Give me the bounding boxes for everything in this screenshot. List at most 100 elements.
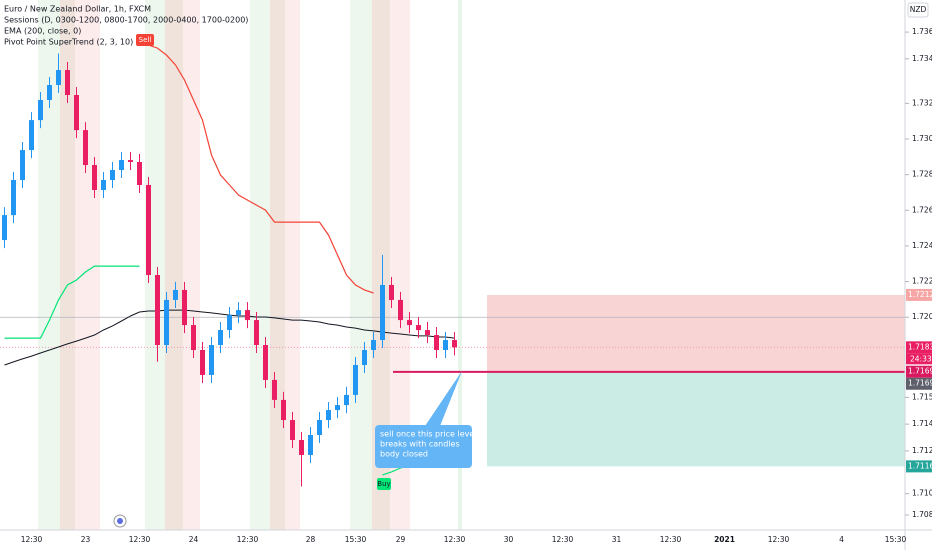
callout-pointer bbox=[425, 371, 462, 426]
x-tick-label: 12:30 bbox=[129, 535, 151, 544]
candle-body bbox=[263, 345, 268, 380]
candle-body bbox=[443, 340, 448, 351]
candle-body bbox=[371, 340, 376, 351]
currency[interactable]: NZD bbox=[910, 5, 927, 14]
target-badge-box bbox=[906, 460, 932, 473]
indicator-label: EMA (200, close, 0) bbox=[4, 27, 81, 36]
drawn-line-badge: 1.71693 bbox=[908, 379, 932, 388]
x-tick-label: 12:30 bbox=[768, 535, 790, 544]
session-band bbox=[458, 0, 462, 530]
candle-body bbox=[200, 350, 205, 375]
x-tick-label: 24 bbox=[189, 535, 199, 544]
session-band bbox=[38, 0, 60, 530]
candle-body bbox=[38, 99, 43, 121]
candle-body bbox=[434, 335, 439, 351]
candle-body bbox=[128, 160, 133, 162]
target-zone bbox=[487, 371, 905, 467]
callout-text: body closed bbox=[380, 450, 428, 459]
candle-body bbox=[416, 325, 421, 331]
stop-badge-box bbox=[906, 288, 932, 301]
y-tick-label: 1.70890 bbox=[912, 510, 932, 519]
session-band bbox=[285, 0, 300, 530]
session-band bbox=[270, 0, 285, 530]
candle-body bbox=[335, 405, 340, 411]
candle-body bbox=[74, 94, 79, 131]
candle-body bbox=[452, 340, 457, 348]
callout-text: breaks with candles bbox=[380, 440, 460, 449]
candle-body bbox=[425, 330, 430, 336]
countdown-box bbox=[906, 353, 932, 365]
candle-body bbox=[236, 310, 241, 316]
candle-body bbox=[47, 85, 52, 100]
y-tick-label: 1.72400 bbox=[912, 241, 932, 250]
candle-body bbox=[101, 179, 106, 190]
candle-body bbox=[29, 120, 34, 151]
candle-body bbox=[389, 284, 394, 300]
indicator-line bbox=[139, 44, 374, 294]
session-band bbox=[372, 0, 390, 530]
candle-body bbox=[254, 320, 259, 346]
candle-body bbox=[11, 179, 16, 216]
candle-body bbox=[353, 364, 358, 395]
session-band bbox=[75, 0, 100, 530]
plot bbox=[0, 44, 905, 487]
candle-body bbox=[227, 315, 232, 331]
x-tick-label: 4 bbox=[839, 535, 844, 544]
target-badge: 1.71163 bbox=[908, 461, 932, 470]
candle-body bbox=[56, 70, 61, 86]
session-band bbox=[183, 0, 200, 530]
candle-body bbox=[83, 130, 88, 166]
candle-body bbox=[272, 379, 277, 400]
currency-box[interactable] bbox=[907, 2, 929, 18]
candle-body bbox=[290, 420, 295, 441]
candle-body bbox=[146, 184, 151, 275]
buy-label-box bbox=[377, 478, 391, 490]
y-tick-label: 1.73200 bbox=[912, 98, 932, 107]
buy-label: Buy bbox=[377, 480, 390, 488]
candle-body bbox=[119, 160, 124, 171]
y-tick-label: 1.73450 bbox=[912, 54, 932, 63]
candle-body bbox=[191, 325, 196, 351]
candle-body bbox=[245, 310, 250, 321]
y-tick-label: 1.72200 bbox=[912, 277, 932, 286]
session-band bbox=[165, 0, 183, 530]
stop-badge: 1.72125 bbox=[908, 290, 932, 299]
session-band bbox=[250, 0, 270, 530]
candle-body bbox=[137, 161, 142, 185]
countdown: 24:33 bbox=[910, 354, 932, 363]
candle-body bbox=[155, 274, 160, 346]
y-tick-label: 1.72800 bbox=[912, 170, 932, 179]
candle-body bbox=[218, 330, 223, 346]
callout-box bbox=[375, 425, 472, 468]
x-tick-label: 31 bbox=[612, 535, 622, 544]
y-tick-label: 1.73600 bbox=[912, 27, 932, 36]
candle-body bbox=[344, 394, 349, 406]
drawn-line-badge-box bbox=[906, 377, 932, 390]
candle-body bbox=[173, 289, 178, 300]
sell-label-box bbox=[136, 34, 154, 46]
y-tick-label: 1.71250 bbox=[912, 446, 932, 455]
session-band bbox=[350, 0, 372, 530]
x-tick-label: 2021 bbox=[714, 535, 735, 544]
x-tick-label: 23 bbox=[81, 535, 91, 544]
sell-label: Sell bbox=[139, 36, 152, 44]
candle-body bbox=[326, 410, 331, 421]
last-price-badge-box bbox=[906, 341, 932, 354]
x-tick-label: 29 bbox=[396, 535, 406, 544]
stop-zone bbox=[487, 294, 905, 372]
candle-body bbox=[281, 399, 286, 421]
candle-body bbox=[92, 165, 97, 190]
entry-badge-box bbox=[906, 365, 932, 378]
session-band bbox=[390, 0, 410, 530]
candle-body bbox=[299, 440, 304, 455]
y-tick-label: 1.72000 bbox=[912, 312, 932, 321]
candle-body bbox=[164, 299, 169, 346]
x-tick-label: 12:30 bbox=[444, 535, 466, 544]
y-tick-label: 1.71010 bbox=[912, 489, 932, 498]
x-tick-label: 30 bbox=[504, 535, 514, 544]
y-tick-label: 1.71550 bbox=[912, 392, 932, 401]
indicator-label: Sessions (D, 0300-1200, 0800-1700, 2000-… bbox=[4, 16, 248, 25]
session-band bbox=[145, 0, 165, 530]
